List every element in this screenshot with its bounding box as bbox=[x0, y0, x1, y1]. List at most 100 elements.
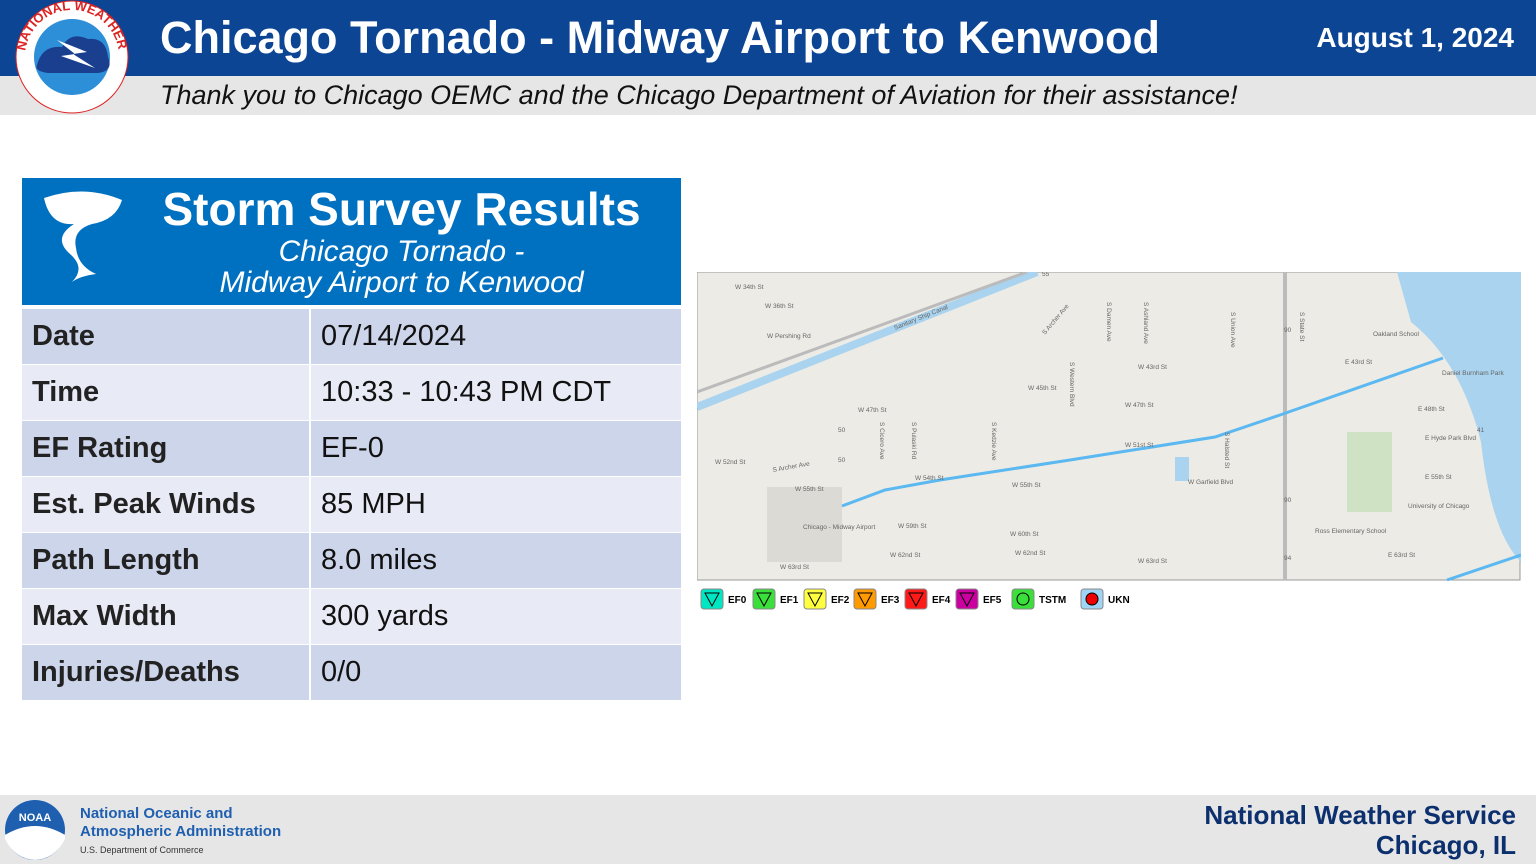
row-label: Time bbox=[22, 365, 311, 420]
row-value: 85 MPH bbox=[321, 488, 426, 520]
map-label: S Halsted St bbox=[1223, 432, 1230, 468]
noaa-logo-text: NOAA bbox=[19, 812, 51, 824]
legend-label: EF2 bbox=[831, 595, 850, 606]
pond bbox=[1175, 457, 1189, 481]
legend-symbol bbox=[959, 592, 975, 608]
header-bar bbox=[0, 0, 1536, 76]
map-label: E 55th St bbox=[1425, 474, 1452, 481]
row-value: 10:33 - 10:43 PM CDT bbox=[321, 376, 612, 408]
shore-line bbox=[1446, 553, 1521, 581]
legend-swatch bbox=[955, 588, 979, 610]
park bbox=[1347, 432, 1392, 512]
agency-name: National Oceanic and bbox=[80, 805, 233, 822]
legend-symbol bbox=[908, 592, 924, 608]
table-row: Est. Peak Winds 85 MPH bbox=[22, 477, 681, 533]
legend-label: EF4 bbox=[932, 595, 951, 606]
row-label: Path Length bbox=[22, 533, 311, 588]
map-label: S Union Ave bbox=[1229, 312, 1236, 348]
map-label: W 36th St bbox=[765, 303, 794, 310]
thanks-note: Thank you to Chicago OEMC and the Chicag… bbox=[160, 80, 1238, 110]
map-label: S Damen Ave bbox=[1105, 302, 1112, 342]
legend-symbol bbox=[857, 592, 873, 608]
tornado-path bbox=[841, 356, 1444, 508]
legend-symbol bbox=[704, 592, 720, 608]
legend-swatch bbox=[752, 588, 776, 610]
map-label: W 47th St bbox=[858, 407, 887, 414]
map-label: W 54th St bbox=[915, 475, 944, 482]
table-row: Path Length 8.0 miles bbox=[22, 533, 681, 589]
row-label: EF Rating bbox=[22, 421, 311, 476]
map-label: S State St bbox=[1298, 312, 1305, 341]
map-label: 90 bbox=[1284, 327, 1292, 334]
map: W 34th StW 36th StW Pershing RdSanitary … bbox=[697, 272, 1521, 581]
map-label: W 63rd St bbox=[780, 564, 809, 571]
map-label: W 45th St bbox=[1028, 385, 1057, 392]
map-label: Daniel Burnham Park bbox=[1442, 370, 1505, 377]
rail bbox=[697, 272, 1028, 394]
map-label: S Ashland Ave bbox=[1142, 302, 1149, 344]
panel-header: Storm Survey Results Chicago Tornado - M… bbox=[22, 178, 681, 305]
map-label: W 62nd St bbox=[1015, 550, 1046, 557]
footer-band: NOAA National Oceanic and Atmospheric Ad… bbox=[0, 795, 1536, 864]
table-row: Injuries/Deaths 0/0 bbox=[22, 645, 681, 701]
legend-symbol bbox=[756, 592, 772, 608]
map-label: W 55th St bbox=[795, 486, 824, 493]
map-label: S Western Blvd bbox=[1068, 362, 1075, 407]
legend: EF0 EF1 EF2 EF3 EF4 EF5 TSTM UKN bbox=[700, 588, 1130, 610]
table-row: EF Rating EF-0 bbox=[22, 421, 681, 477]
agency-name: Atmospheric Administration bbox=[80, 823, 282, 840]
row-label: Date bbox=[22, 309, 311, 364]
legend-label: TSTM bbox=[1039, 595, 1066, 606]
legend-symbol bbox=[807, 592, 823, 608]
legend-swatch bbox=[700, 588, 724, 610]
map-label: E 48th St bbox=[1418, 406, 1445, 413]
map-label: University of Chicago bbox=[1408, 503, 1470, 510]
page-date: August 1, 2024 bbox=[1316, 22, 1514, 53]
map-label: W 51st St bbox=[1125, 442, 1153, 449]
department: U.S. Department of Commerce bbox=[80, 845, 204, 855]
airport bbox=[767, 487, 842, 562]
map-label: W Pershing Rd bbox=[767, 333, 811, 340]
map-label: W 47th St bbox=[1125, 402, 1154, 409]
office-location: Chicago, IL bbox=[1375, 830, 1516, 860]
map-label: E 63rd St bbox=[1388, 552, 1415, 559]
map-label: E 43rd St bbox=[1345, 359, 1372, 366]
map-label: Oakland School bbox=[1373, 331, 1419, 338]
legend-swatch bbox=[853, 588, 877, 610]
row-value: 8.0 miles bbox=[321, 544, 438, 576]
legend-symbol bbox=[1016, 592, 1030, 606]
row-label: Injuries/Deaths bbox=[22, 645, 311, 700]
map-label: 55 bbox=[1042, 272, 1050, 278]
tornado-icon bbox=[44, 191, 122, 282]
panel-title: Storm Survey Results bbox=[162, 183, 641, 235]
page-title: Chicago Tornado - Midway Airport to Kenw… bbox=[160, 12, 1160, 63]
row-value: 300 yards bbox=[321, 600, 449, 632]
map-label: W 52nd St bbox=[715, 459, 746, 466]
legend-label: EF3 bbox=[881, 595, 900, 606]
table-row: Time 10:33 - 10:43 PM CDT bbox=[22, 365, 681, 421]
thanks-band bbox=[0, 76, 1536, 115]
panel-subtitle: Chicago Tornado - bbox=[278, 235, 525, 268]
row-value: 0/0 bbox=[321, 656, 362, 688]
map-label: S Pulaski Rd bbox=[910, 422, 917, 460]
map-label: 90 bbox=[1284, 497, 1292, 504]
noaa-logo: NOAA bbox=[5, 800, 65, 860]
map-label: Chicago - Midway Airport bbox=[803, 524, 875, 531]
row-label: Max Width bbox=[22, 589, 311, 644]
map-label: E Hyde Park Blvd bbox=[1425, 435, 1476, 442]
map-label: 41 bbox=[1477, 427, 1485, 434]
legend-label: EF1 bbox=[780, 595, 799, 606]
map-label: Ross Elementary School bbox=[1315, 528, 1387, 535]
map-label: W 43rd St bbox=[1138, 364, 1167, 371]
row-label: Est. Peak Winds bbox=[22, 477, 311, 532]
map-label: W 59th St bbox=[898, 523, 927, 530]
canal bbox=[697, 272, 1039, 411]
map-label: W Garfield Blvd bbox=[1188, 479, 1234, 486]
row-value: EF-0 bbox=[321, 432, 384, 464]
nws-logo: NATIONAL WEATHER SERVICE bbox=[12, 0, 131, 114]
results-table: Date 07/14/2024 Time 10:33 - 10:43 PM CDT EF… bbox=[22, 309, 681, 701]
map-label: S Kedzie Ave bbox=[990, 422, 997, 461]
map-label: W 55th St bbox=[1012, 482, 1041, 489]
row-value: 07/14/2024 bbox=[321, 320, 467, 352]
